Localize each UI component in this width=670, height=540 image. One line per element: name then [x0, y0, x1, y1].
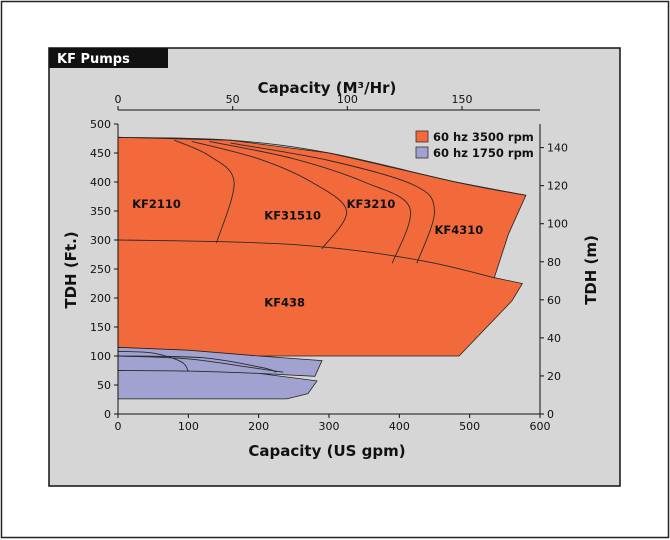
y-tick-label: 250: [90, 263, 111, 276]
performance-curve-6: [117, 239, 495, 279]
y-tick-label: 350: [90, 205, 111, 218]
y2-tick-label: 60: [547, 294, 561, 307]
y2-tick-label: 100: [547, 218, 568, 231]
x-tick-label: 500: [459, 420, 480, 433]
performance-curve-10: [117, 355, 277, 373]
performance-curve-1: [117, 136, 526, 196]
y2-axis-title: TDH (m): [582, 235, 600, 305]
performance-curve-8: [117, 355, 284, 373]
legend-label: 60 hz 3500 rpm: [433, 130, 534, 144]
x-tick-label: 0: [115, 420, 122, 433]
legend-swatch: [415, 130, 429, 143]
y-tick-label: 0: [104, 408, 111, 421]
y2-tick-label: 120: [547, 180, 568, 193]
performance-curve-5: [230, 142, 435, 264]
legend-swatch: [415, 146, 429, 159]
y2-tick-label: 0: [547, 408, 554, 421]
y-axis-title: TDH (Ft.): [62, 231, 80, 308]
y-tick-label: 200: [90, 292, 111, 305]
performance-curve-3: [191, 140, 348, 249]
x2-axis-title: Capacity (M³/Hr): [258, 79, 397, 97]
y-tick-label: 400: [90, 176, 111, 189]
y2-tick-label: 20: [547, 370, 561, 383]
region-label-kf438: KF438: [264, 296, 305, 310]
performance-curve-7: [117, 350, 189, 372]
region-label-kf2110: KF2110: [132, 197, 181, 211]
x-tick-label: 400: [389, 420, 410, 433]
x2-tick-label: 50: [226, 93, 240, 106]
y-tick-label: 50: [97, 379, 111, 392]
y2-tick-label: 40: [547, 332, 561, 345]
x-tick-label: 100: [178, 420, 199, 433]
legend-label: 60 hz 1750 rpm: [433, 146, 534, 160]
y-tick-label: 150: [90, 321, 111, 334]
title-tab: [49, 48, 168, 68]
region-label-kf4310: KF4310: [435, 223, 484, 237]
x2-tick-label: 150: [452, 93, 473, 106]
y-tick-label: 100: [90, 350, 111, 363]
y-tick-label: 500: [90, 118, 111, 131]
y2-tick-label: 80: [547, 256, 561, 269]
x-tick-label: 300: [319, 420, 340, 433]
y2-tick-label: 140: [547, 142, 568, 155]
performance-curve-9: [117, 370, 259, 374]
region-label-kf31510: KF31510: [264, 209, 321, 223]
x-tick-label: 600: [530, 420, 551, 433]
region-label-kf3210: KF3210: [347, 197, 396, 211]
x-tick-label: 200: [248, 420, 269, 433]
performance-curve-4: [209, 140, 412, 264]
x-axis-title: Capacity (US gpm): [248, 442, 405, 460]
y-tick-label: 300: [90, 234, 111, 247]
performance-curve-2: [174, 139, 235, 244]
x2-tick-label: 0: [115, 93, 122, 106]
chart-title: KF Pumps: [57, 52, 130, 67]
x2-tick-label: 100: [337, 93, 358, 106]
y-tick-label: 450: [90, 147, 111, 160]
